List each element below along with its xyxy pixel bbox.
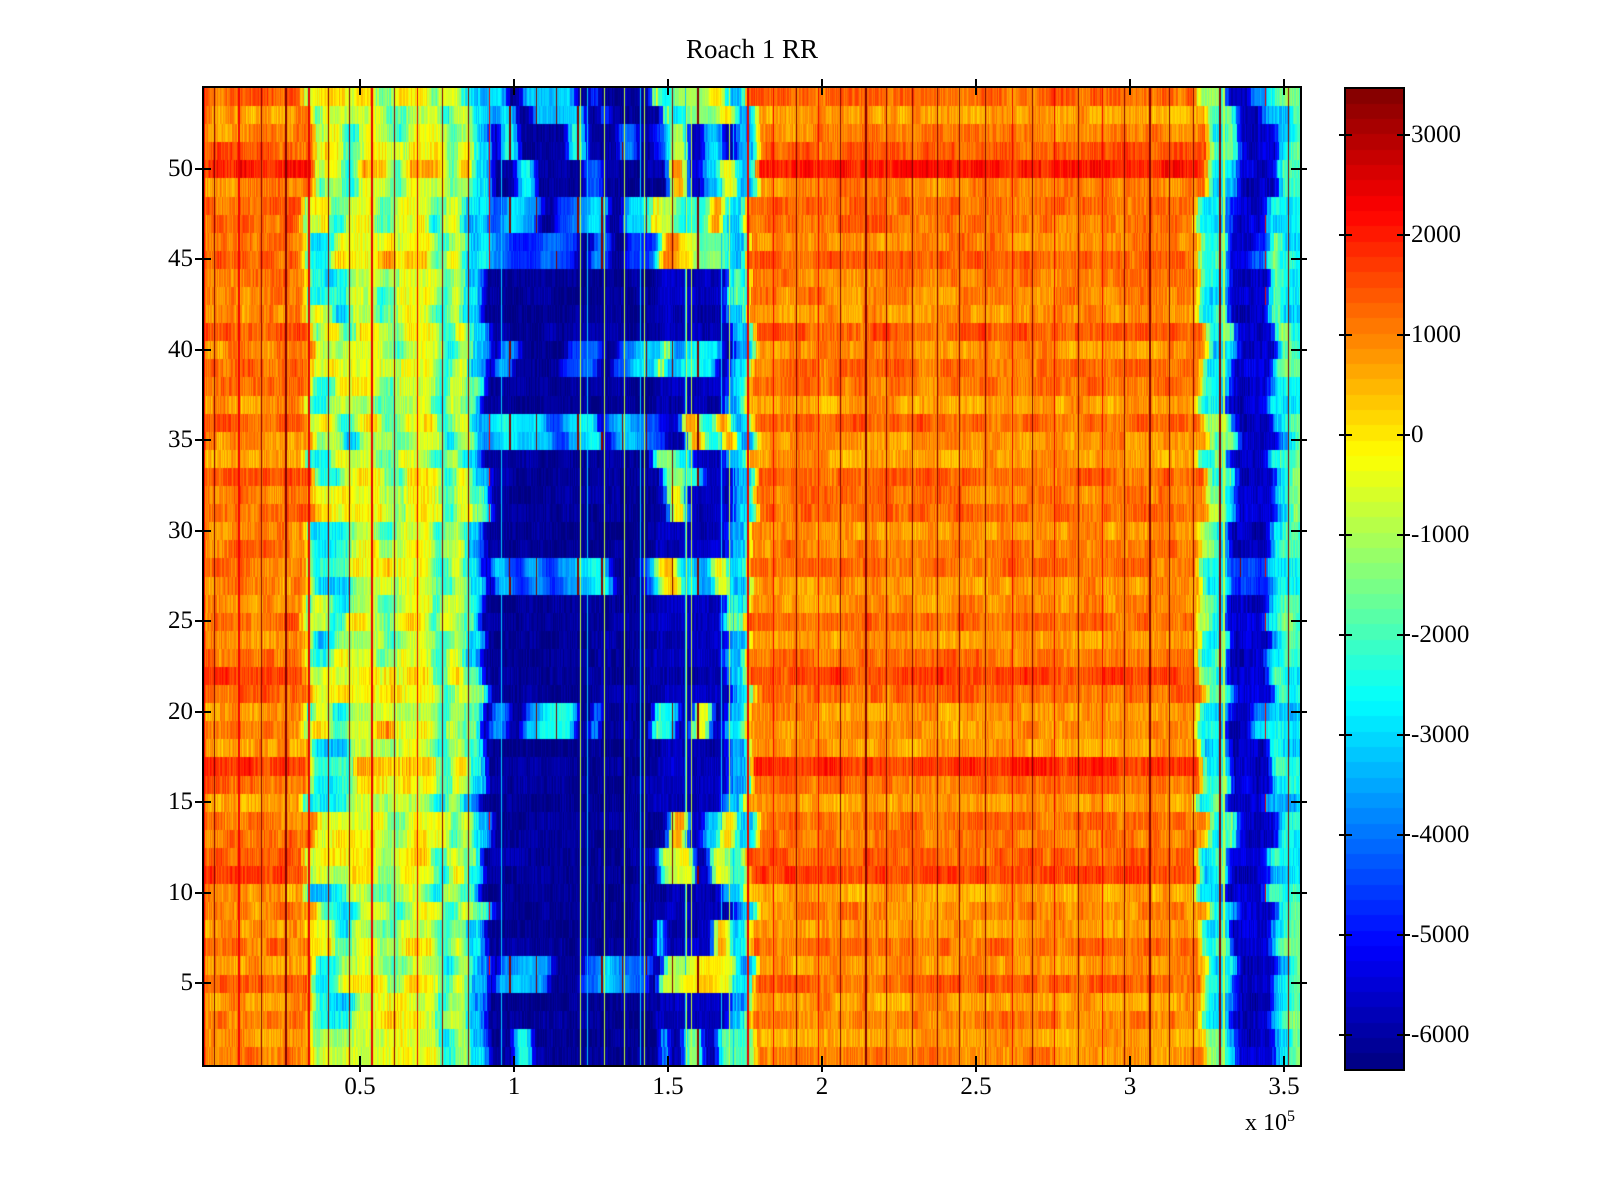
x-exponent-power: 5 (1287, 1108, 1295, 1125)
y-tick-mark (195, 348, 211, 351)
colorbar-tick-mark-right (1397, 334, 1410, 336)
x-tick-mark (975, 1056, 977, 1072)
y-tick-label: 30 (168, 516, 193, 544)
y-tick-mark-right (1291, 348, 1307, 351)
colorbar-tick-mark-left (1339, 734, 1352, 736)
y-tick-mark-right (1291, 439, 1307, 442)
colorbar-tick-mark-left (1339, 334, 1352, 336)
y-tick-mark-right (1291, 529, 1307, 532)
plot-frame (202, 86, 1302, 1067)
colorbar-canvas (1346, 89, 1403, 1069)
x-tick-label: 3.5 (1268, 1073, 1300, 1100)
colorbar-tick-mark-left (1339, 934, 1352, 936)
y-tick-label: 5 (180, 969, 194, 997)
y-tick-mark (195, 258, 211, 261)
y-tick-mark-right (1291, 891, 1307, 894)
x-tick-mark-top (667, 79, 669, 95)
y-tick-label: 50 (168, 155, 193, 182)
colorbar-tick-label: 1000 (1411, 321, 1461, 348)
y-tick-mark (195, 168, 211, 170)
colorbar-tick-mark-left (1339, 534, 1352, 536)
x-tick-label: 2.5 (960, 1073, 992, 1100)
colorbar-tick-mark-left (1339, 834, 1352, 836)
y-tick-mark (195, 439, 211, 442)
y-tick-mark (195, 982, 211, 985)
x-tick-mark-top (1283, 79, 1285, 95)
y-tick-mark (195, 710, 211, 713)
colorbar-tick-label: -3000 (1411, 721, 1470, 748)
y-tick-mark (195, 529, 211, 532)
colorbar-tick-mark-right (1397, 134, 1410, 136)
colorbar-tick-label: -2000 (1411, 621, 1470, 648)
y-tick-mark-right (1291, 801, 1307, 804)
colorbar-tick-mark-right (1397, 934, 1410, 936)
y-tick-mark-right (1291, 710, 1307, 713)
colorbar-tick-label: -1000 (1411, 521, 1470, 548)
x-tick-label: 3 (1123, 1073, 1137, 1100)
y-tick-mark-right (1291, 258, 1307, 261)
x-tick-label: 2 (815, 1073, 829, 1100)
x-tick-label: 0.5 (344, 1073, 376, 1100)
x-tick-mark-top (1129, 79, 1131, 95)
colorbar-tick-mark-right (1397, 1034, 1410, 1036)
colorbar-tick-label: 2000 (1411, 221, 1461, 248)
colorbar-tick-mark-left (1339, 1034, 1352, 1036)
x-tick-label: 1 (507, 1073, 521, 1100)
colorbar-tick-mark-left (1339, 434, 1352, 436)
colorbar-tick-mark-right (1397, 734, 1410, 736)
chart-title: Roach 1 RR (686, 34, 818, 64)
x-tick-mark (667, 1056, 669, 1072)
y-tick-label: 45 (168, 245, 193, 273)
x-tick-mark-top (513, 79, 515, 95)
x-tick-mark (359, 1056, 361, 1072)
colorbar-tick-label: -4000 (1411, 821, 1470, 848)
y-tick-mark-right (1291, 168, 1307, 170)
colorbar-tick-label: -5000 (1411, 921, 1470, 948)
y-tick-label: 15 (168, 788, 193, 816)
colorbar-frame (1344, 87, 1405, 1071)
colorbar-tick-mark-right (1397, 434, 1410, 436)
colorbar-tick-mark-right (1397, 834, 1410, 836)
x-tick-label: 1.5 (652, 1073, 684, 1100)
y-tick-label: 25 (168, 607, 193, 635)
colorbar-tick-mark-left (1339, 234, 1352, 236)
x-tick-mark-top (975, 79, 977, 95)
y-tick-mark (195, 801, 211, 804)
x-tick-mark (821, 1056, 823, 1072)
colorbar-tick-mark-right (1397, 234, 1410, 236)
x-tick-mark (1283, 1056, 1285, 1072)
y-tick-label: 40 (168, 335, 193, 363)
colorbar-tick-label: -6000 (1411, 1021, 1470, 1048)
y-tick-mark-right (1291, 620, 1307, 623)
y-tick-label: 20 (168, 697, 193, 725)
y-tick-mark (195, 891, 211, 894)
colorbar-tick-mark-left (1339, 134, 1352, 136)
colorbar-tick-mark-right (1397, 634, 1410, 636)
y-tick-label: 10 (168, 878, 193, 906)
x-exponent-base: x 10 (1245, 1110, 1287, 1136)
x-tick-mark-top (821, 79, 823, 95)
colorbar-tick-mark-right (1397, 534, 1410, 536)
y-tick-mark-right (1291, 982, 1307, 985)
colorbar-tick-label: 3000 (1411, 121, 1461, 148)
colorbar-tick-label: 0 (1411, 421, 1424, 448)
x-tick-mark (513, 1056, 515, 1072)
colorbar-tick-mark-left (1339, 634, 1352, 636)
x-tick-mark-top (359, 79, 361, 95)
y-tick-mark (195, 620, 211, 623)
y-tick-label: 35 (168, 426, 193, 454)
x-tick-mark (1129, 1056, 1131, 1072)
x-axis-exponent: x 105 (1150, 1108, 1295, 1137)
heatmap-canvas (204, 88, 1300, 1065)
